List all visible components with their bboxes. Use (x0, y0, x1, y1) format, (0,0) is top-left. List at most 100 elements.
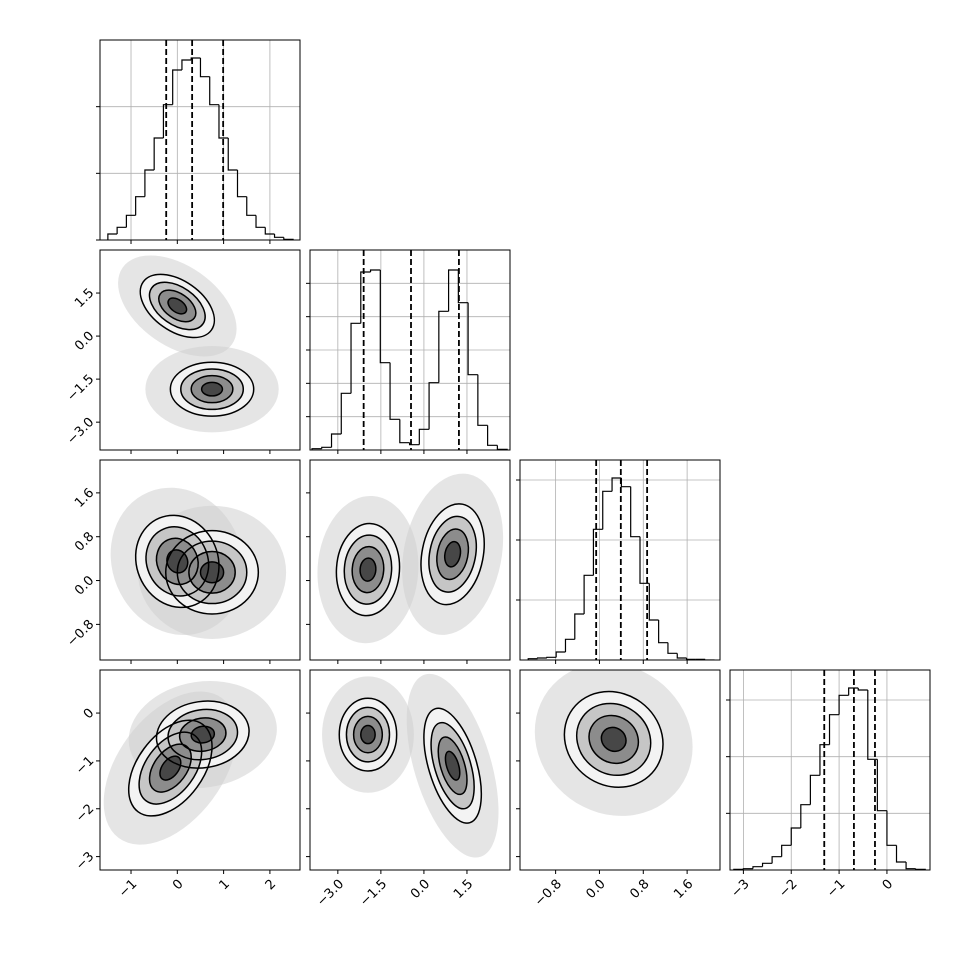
contour (167, 297, 188, 315)
histogram-bin (867, 690, 878, 760)
histogram-bin (399, 419, 410, 444)
x-tick-label: 0 (170, 877, 186, 893)
histogram-bin (592, 528, 603, 576)
histogram-bin (107, 233, 118, 240)
histogram-bin (246, 196, 257, 216)
histogram-bin (467, 302, 478, 376)
contour (148, 743, 192, 793)
histogram-bin (379, 270, 391, 364)
histogram-bin (828, 714, 840, 745)
histogram-bin (255, 215, 266, 228)
histogram-bin (360, 271, 371, 324)
y-tick-label: −2 (73, 801, 97, 825)
histogram-bin (209, 76, 219, 106)
histogram-bin (125, 214, 136, 228)
contour (360, 724, 376, 745)
panel (322, 673, 499, 858)
histogram-bin (546, 656, 557, 658)
panel-frame (99, 39, 301, 241)
histogram-bin (761, 862, 773, 867)
histogram-bin (555, 651, 566, 658)
density-fill (601, 727, 627, 752)
contour (188, 550, 236, 594)
contour (430, 721, 475, 810)
panel-frame (99, 459, 301, 661)
density-fill (360, 558, 376, 582)
contour (338, 697, 398, 772)
histogram-bin (574, 613, 585, 640)
histogram-bin (905, 862, 916, 870)
histogram-bin (857, 688, 868, 691)
histogram-bin (321, 446, 332, 449)
histogram-bin (218, 104, 229, 139)
histogram-bin (438, 310, 449, 383)
histogram-bin (153, 137, 164, 170)
histogram-bin (418, 428, 430, 445)
panel-frame (519, 459, 721, 661)
contour (164, 529, 260, 615)
histogram-bin (408, 442, 420, 446)
histogram-bin (658, 620, 668, 644)
panel (317, 473, 504, 644)
y-tick-label: −0.8 (64, 617, 97, 650)
panel (100, 40, 300, 240)
x-tick-label: 0.0 (408, 877, 433, 902)
histogram-bin (116, 226, 127, 234)
histogram-bin (611, 477, 622, 492)
histogram-bin (895, 845, 907, 863)
histogram-bin (639, 536, 650, 584)
contour (359, 557, 377, 582)
x-tick-label: 1 (216, 877, 232, 893)
histogram-bin (227, 138, 238, 171)
histogram-bin (848, 687, 859, 696)
histogram-bin (676, 653, 687, 659)
y-tick-label: 0 (81, 706, 97, 722)
contour (199, 561, 225, 584)
x-tick-label: 0.0 (584, 877, 609, 902)
histogram-bin (620, 478, 631, 488)
histogram-bin (838, 694, 849, 715)
x-tick-label: 1.5 (451, 877, 476, 902)
y-tick-label: −1 (73, 754, 97, 778)
contour (134, 514, 220, 609)
histogram-bin (809, 774, 820, 805)
contour (443, 540, 462, 568)
histogram-bin (369, 269, 381, 272)
contour (139, 273, 216, 339)
panel (520, 460, 720, 660)
histogram-bin (648, 583, 659, 621)
histogram-bin (181, 59, 192, 70)
x-tick-label: 0 (880, 877, 896, 893)
y-tick-label: −3.0 (64, 415, 97, 448)
panel-frame (99, 669, 301, 871)
contour (190, 725, 216, 744)
histogram-bin (496, 445, 508, 450)
contour (169, 361, 255, 417)
histogram-bin (162, 104, 173, 138)
contour (588, 714, 640, 765)
y-tick-label: −1.5 (64, 372, 97, 405)
panel-frame (309, 249, 511, 451)
panel (730, 670, 930, 870)
panel-frame (99, 249, 301, 451)
histogram-bin (685, 658, 696, 660)
histogram-bin (752, 866, 763, 869)
histogram-bin (602, 490, 613, 530)
x-tick-label: −3 (729, 877, 753, 901)
x-tick-label: −1 (824, 877, 848, 901)
histogram-bin (771, 856, 782, 864)
histogram-bin (428, 382, 439, 430)
contour (138, 731, 203, 805)
contour (600, 726, 627, 753)
contour (158, 289, 197, 323)
histogram-bin (172, 69, 182, 105)
histogram-bin (330, 433, 342, 448)
contour (166, 549, 189, 574)
panel-frame (729, 669, 931, 871)
contour (200, 381, 224, 397)
x-tick-label: 0.8 (627, 877, 652, 902)
histogram-bin (781, 844, 792, 857)
contour (190, 374, 234, 404)
contour (155, 537, 199, 586)
